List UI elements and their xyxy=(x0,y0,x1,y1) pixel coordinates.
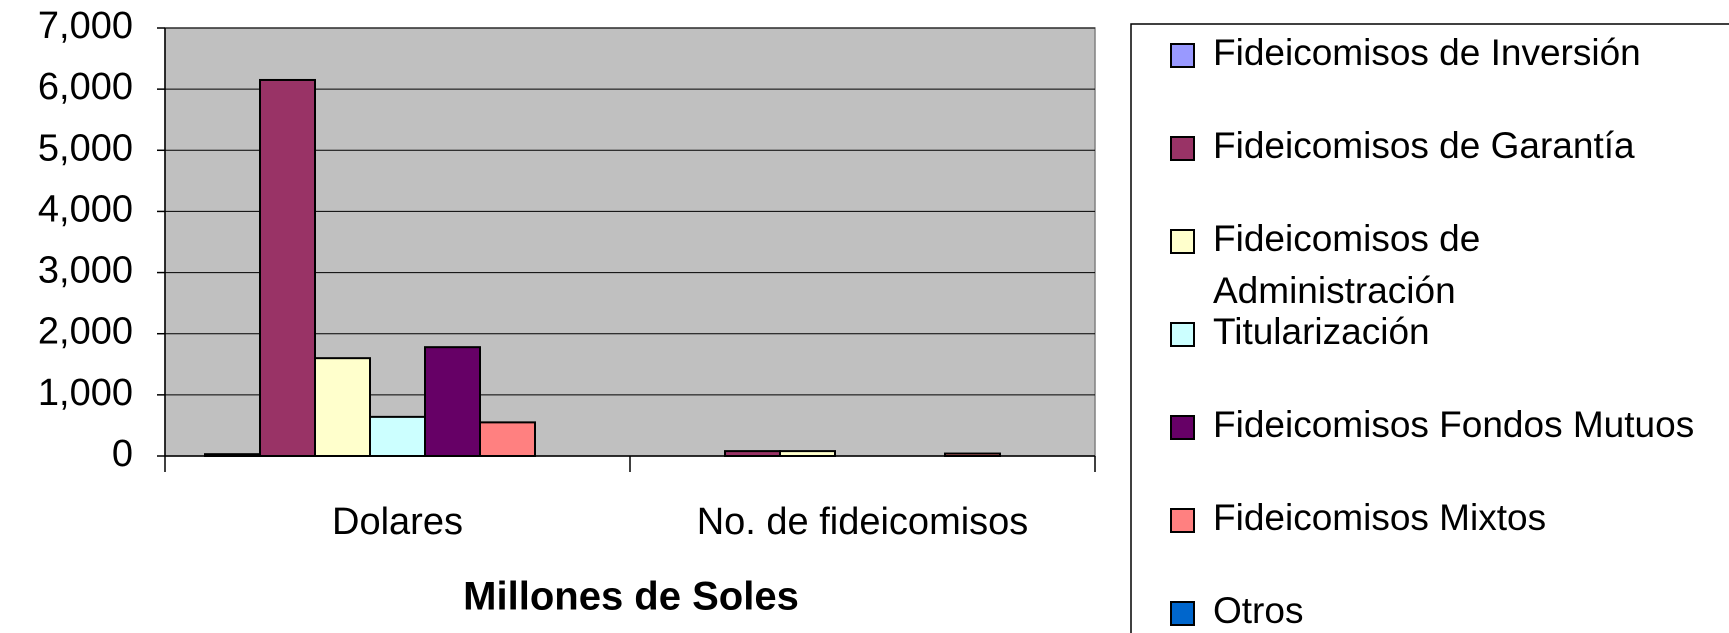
legend xyxy=(1130,23,1729,633)
legend-marker xyxy=(1170,322,1195,347)
y-tick-label: 4,000 xyxy=(38,188,133,230)
bar xyxy=(424,346,481,457)
x-tick-label: Dolares xyxy=(332,501,463,543)
legend-label: Otros xyxy=(1213,590,1303,631)
x-axis-title: Millones de Soles xyxy=(463,575,799,619)
legend-line: Fideicomisos de xyxy=(1213,218,1491,259)
x-tick-label: No. de fideicomisos xyxy=(697,501,1029,543)
legend-marker xyxy=(1170,229,1195,254)
y-tick-label: 3,000 xyxy=(38,250,133,292)
bar xyxy=(204,453,261,457)
legend-label: Fideicomisos de Administración xyxy=(1213,218,1491,311)
y-tick-label: 6,000 xyxy=(38,66,133,108)
bar xyxy=(724,450,781,458)
y-tick-label: 2,000 xyxy=(38,311,133,353)
legend-label: Fideicomisos de Inversión xyxy=(1213,32,1641,73)
bar xyxy=(479,421,536,457)
bar xyxy=(259,78,316,457)
legend-label: Fideicomisos Mixtos xyxy=(1213,497,1546,538)
bar xyxy=(369,415,426,457)
y-tick-label: 7,000 xyxy=(38,5,133,47)
legend-label: Fideicomisos Fondos Mutuos xyxy=(1213,404,1694,445)
legend-marker xyxy=(1170,601,1195,626)
legend-marker xyxy=(1170,43,1195,68)
bar xyxy=(314,357,371,457)
legend-marker xyxy=(1170,415,1195,440)
y-tick-label: 5,000 xyxy=(38,127,133,169)
legend-line: Administración xyxy=(1213,270,1456,311)
legend-label: Titularización xyxy=(1213,311,1430,352)
bar xyxy=(944,452,1001,458)
legend-marker xyxy=(1170,136,1195,161)
legend-marker xyxy=(1170,508,1195,533)
bar xyxy=(779,450,836,458)
y-tick-label: 1,000 xyxy=(38,372,133,414)
y-tick-label: 0 xyxy=(112,433,133,475)
legend-label: Fideicomisos de Garantía xyxy=(1213,125,1635,166)
